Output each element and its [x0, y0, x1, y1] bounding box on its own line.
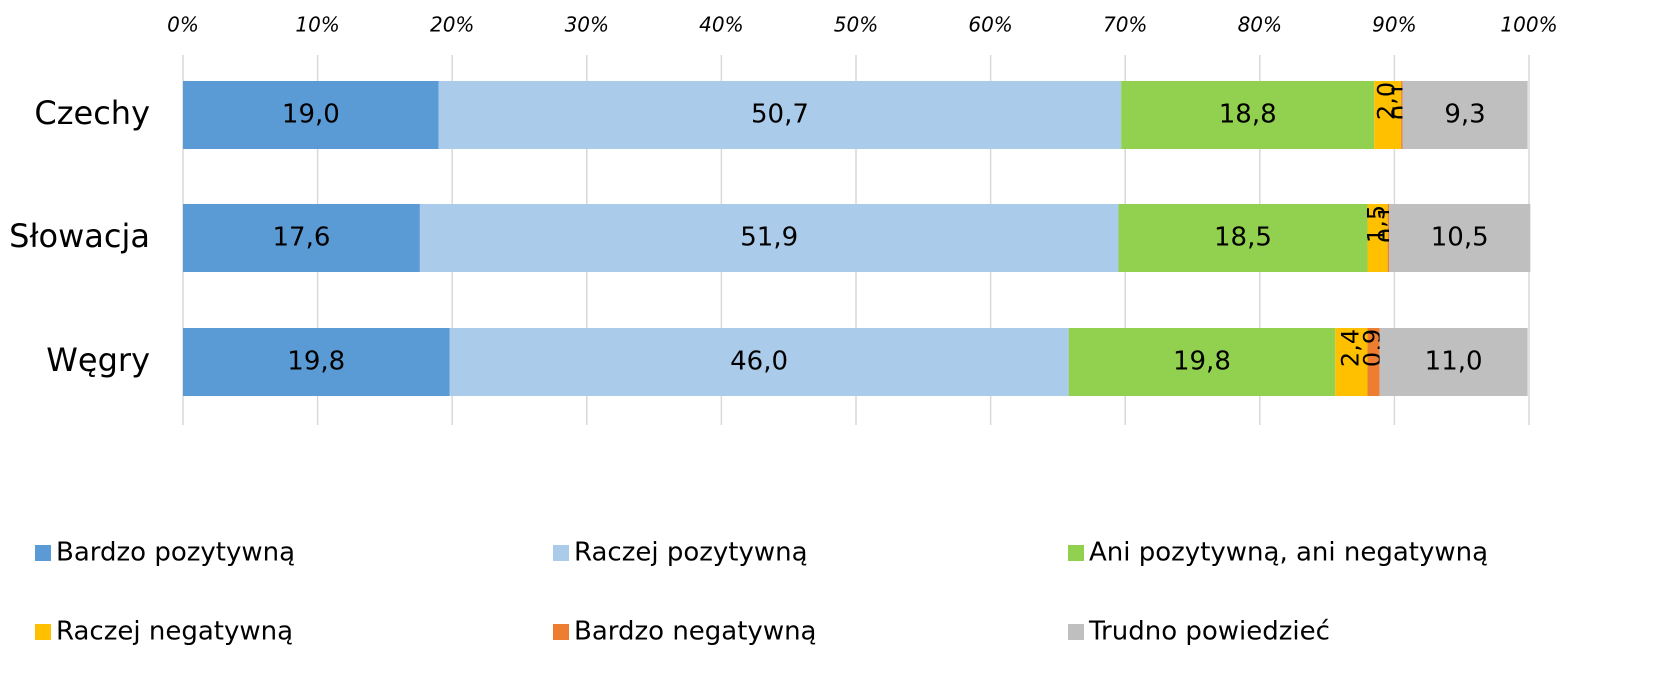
data-label: 50,7	[751, 100, 809, 130]
x-tick-label: 10%	[295, 13, 339, 37]
x-tick-label: 50%	[834, 13, 878, 37]
data-label: 18,5	[1214, 223, 1272, 253]
legend-label: Bardzo negatywną	[574, 617, 817, 647]
bar-segment	[1379, 328, 1528, 396]
legend-label: Raczej negatywną	[56, 617, 293, 647]
y-tick-label: Czechy	[34, 94, 150, 132]
data-label: 2,4	[1336, 329, 1364, 367]
bar-segment	[1367, 328, 1380, 396]
data-label: 17,6	[273, 223, 331, 253]
data-label: 19,0	[282, 100, 340, 130]
legend-swatch	[1068, 545, 1084, 561]
data-label: 18,8	[1219, 100, 1277, 130]
bar-segment	[1068, 328, 1336, 396]
bar-segment	[419, 204, 1119, 272]
data-label: 9,3	[1444, 100, 1485, 130]
x-tick-label: 100%	[1500, 13, 1557, 37]
data-label: 46,0	[730, 347, 788, 377]
data-label: 11,0	[1425, 347, 1483, 377]
bar-segment	[1389, 204, 1531, 272]
x-tick-label: 80%	[1238, 13, 1282, 37]
bar-segment	[183, 328, 450, 396]
data-label: 51,9	[740, 223, 798, 253]
x-tick-label: 70%	[1103, 13, 1147, 37]
data-label: 19,8	[1173, 347, 1231, 377]
x-tick-label: 60%	[968, 13, 1012, 37]
x-tick-label: 0%	[167, 13, 199, 37]
data-label: 2,0	[1373, 82, 1401, 120]
bar-segment	[183, 81, 439, 149]
bar-segment	[438, 81, 1122, 149]
bar-segment	[1401, 81, 1403, 149]
x-tick-label: 20%	[430, 13, 474, 37]
bar-segment	[449, 328, 1069, 396]
data-label: 19,8	[287, 347, 345, 377]
legend-swatch	[1068, 624, 1084, 640]
x-tick-label: 30%	[565, 13, 609, 37]
legend-swatch	[553, 545, 569, 561]
bar-segment	[183, 204, 420, 272]
bar-segment	[1374, 81, 1402, 149]
legend-swatch	[553, 624, 569, 640]
x-tick-label: 40%	[699, 13, 743, 37]
bar-segment	[1402, 81, 1528, 149]
legend-label: Trudno powiedzieć	[1088, 617, 1330, 647]
legend-swatch	[35, 624, 51, 640]
bar-segment	[1387, 204, 1390, 272]
bar-segment	[1121, 81, 1375, 149]
data-label: 10,5	[1431, 223, 1489, 253]
bar-segment	[1118, 204, 1368, 272]
y-tick-label: Węgry	[46, 341, 150, 379]
legend-swatch	[35, 545, 51, 561]
legend-label: Bardzo pozytywną	[56, 538, 295, 568]
bar-segment	[1367, 204, 1388, 272]
legend-label: Ani pozytywną, ani negatywną	[1089, 538, 1488, 568]
y-tick-label: Słowacja	[9, 217, 150, 255]
data-label: 1,5	[1363, 205, 1391, 243]
bar-segment	[1335, 328, 1368, 396]
legend-label: Raczej pozytywną	[574, 538, 808, 568]
x-tick-label: 90%	[1372, 13, 1416, 37]
